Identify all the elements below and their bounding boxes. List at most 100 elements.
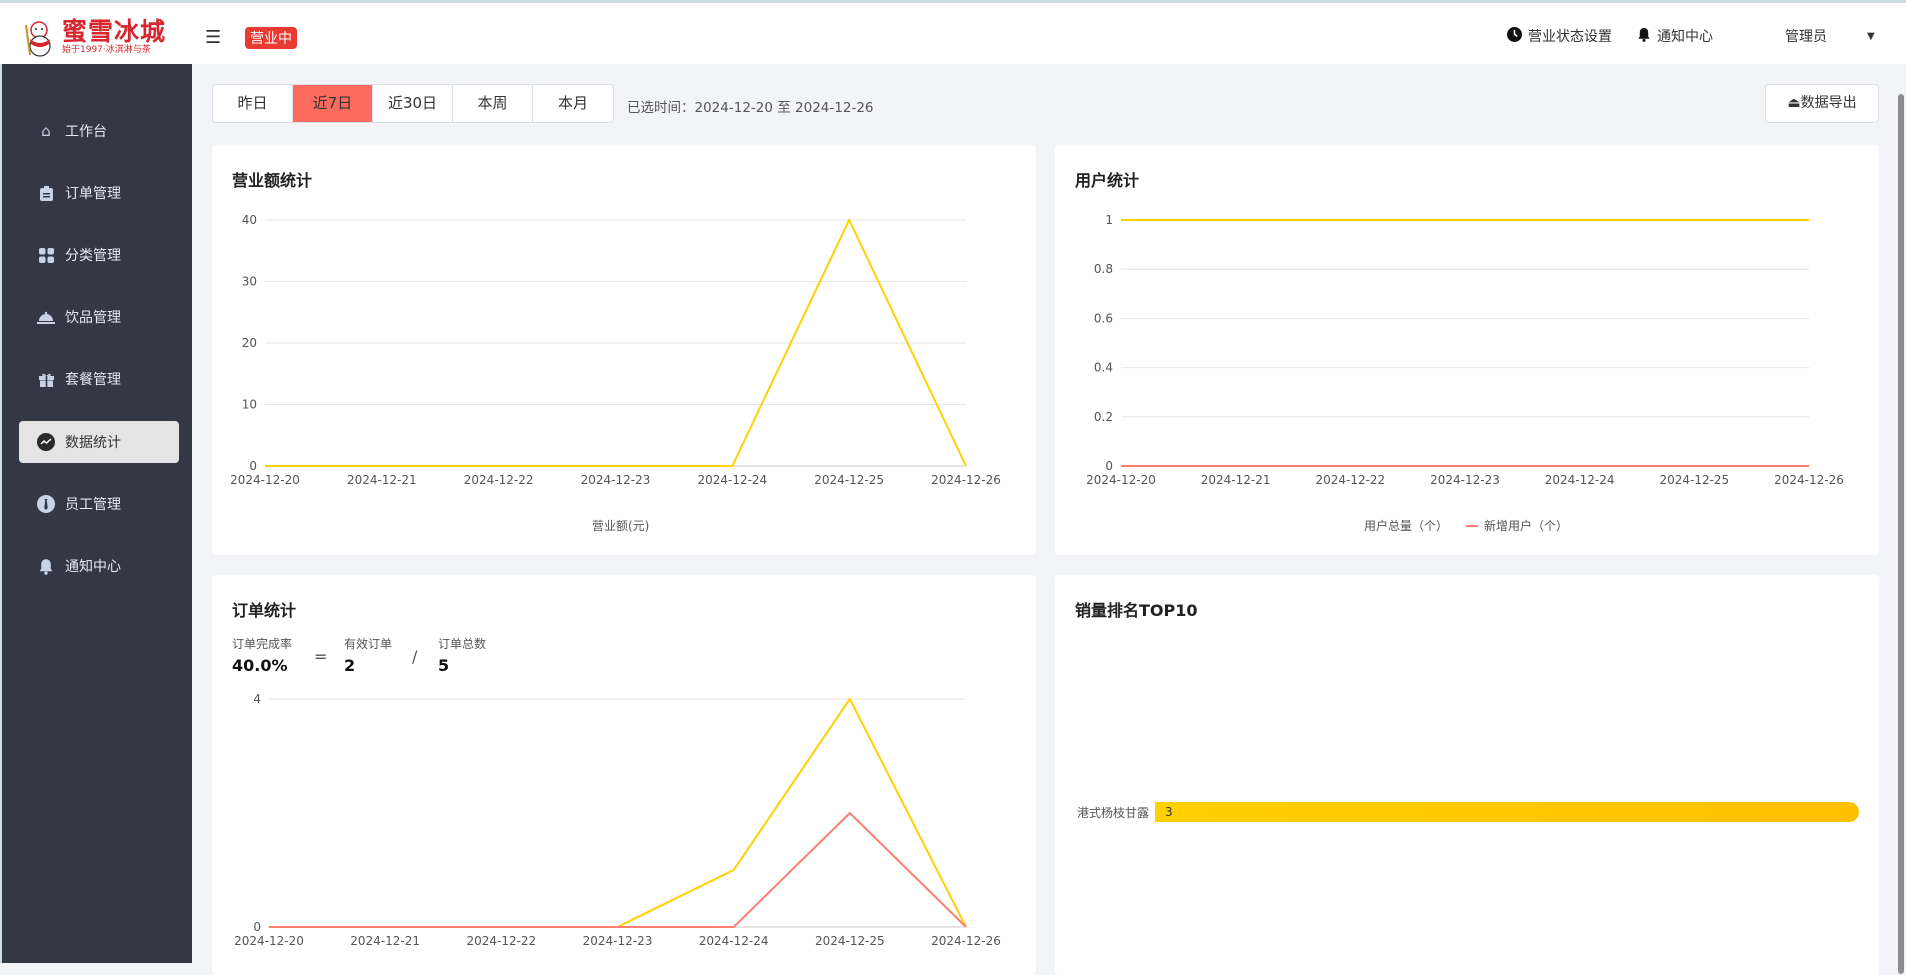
export-data-button[interactable]: ⏏数据导出 [1765,84,1879,123]
sidebar-item-label: 订单管理 [65,183,121,203]
y-tick-label: 30 [242,275,257,289]
y-tick-label: 1 [1105,213,1113,227]
completion-rate-value: 40.0% [232,656,314,675]
export-label: 数据导出 [1801,95,1857,111]
scrollbar-thumb[interactable] [1898,94,1904,974]
valid-orders-value: 2 [344,656,412,675]
home-icon: ⌂ [37,122,55,140]
bell-icon [1637,27,1651,46]
gift-icon [37,370,55,388]
y-tick-label: 20 [242,336,257,350]
series-line-0 [269,699,966,927]
rank-bar[interactable]: 3 [1155,802,1859,822]
notifications-button[interactable]: 通知中心 [1637,26,1713,46]
sidebar-item-workbench[interactable]: ⌂ 工作台 [19,110,179,152]
x-tick-label: 2024-12-25 [814,473,884,487]
sidebar-item-employees[interactable]: 员工管理 [19,483,179,525]
series-line-1 [269,813,966,927]
clipboard-icon [37,184,55,202]
logo-subtitle: 始于1997·冰淇淋与茶 [62,45,166,56]
legend-total-users[interactable]: 用户总量（个） [1364,517,1448,534]
sidebar-item-orders[interactable]: 订单管理 [19,172,179,214]
revenue-title: 营业额统计 [232,167,312,191]
y-tick-label: 0 [1105,459,1113,473]
x-tick-label: 2024-12-23 [1430,473,1500,487]
tab-this-month[interactable]: 本月 [533,85,613,122]
x-tick-label: 2024-12-21 [347,473,417,487]
valid-orders-label: 有效订单 [344,635,412,652]
sidebar-item-label: 数据统计 [65,432,121,452]
tab-last-7-days[interactable]: 近7日 [293,85,373,122]
x-tick-label: 2024-12-23 [581,473,651,487]
tab-this-week[interactable]: 本周 [453,85,533,122]
date-range-tabs: 昨日 近7日 近30日 本周 本月 [212,84,614,123]
sidebar-item-label: 员工管理 [65,494,121,514]
legend-label: 营业额(元) [592,517,649,534]
y-tick-label: 0.2 [1094,410,1113,424]
sidebar-item-drinks[interactable]: 饮品管理 [19,296,179,338]
sidebar-item-categories[interactable]: 分类管理 [19,234,179,276]
y-tick-label: 0 [253,920,261,934]
tab-last-30-days[interactable]: 近30日 [373,85,453,122]
x-tick-label: 2024-12-26 [1774,473,1844,487]
bell-icon [37,557,55,575]
x-tick-label: 2024-12-25 [1659,473,1729,487]
x-tick-label: 2024-12-23 [583,934,653,948]
sidebar-item-statistics[interactable]: 数据统计 [19,421,179,463]
chart-icon [37,433,55,451]
x-tick-label: 2024-12-22 [1315,473,1385,487]
grid-icon [37,246,55,264]
x-tick-label: 2024-12-20 [1086,473,1156,487]
status-settings-button[interactable]: 营业状态设置 [1507,26,1612,46]
y-tick-label: 0.6 [1094,311,1113,325]
rank-bar-value: 3 [1165,805,1173,819]
divide-sign: / [412,635,438,675]
notifications-label: 通知中心 [1657,26,1713,46]
page-scrollbar[interactable] [1896,64,1906,963]
sidebar-item-label: 套餐管理 [65,369,121,389]
user-menu[interactable]: 管理员 ▼ [1785,26,1875,46]
cloche-icon [37,308,55,326]
y-tick-label: 0.4 [1094,361,1113,375]
orders-title: 订单统计 [232,597,296,621]
x-tick-label: 2024-12-20 [234,934,304,948]
top-header: 蜜雪冰城 始于1997·冰淇淋与茶 ☰ 营业中 营业状态设置 通知中心 管理员 … [0,0,1906,64]
sidebar-item-label: 分类管理 [65,245,121,265]
employee-icon [37,495,55,513]
selected-time-range: 已选时间：2024-12-20 至 2024-12-26 [627,96,874,116]
x-tick-label: 2024-12-26 [931,934,1001,948]
sidebar-item-label: 饮品管理 [65,307,121,327]
top10-card: 销量排名TOP10 港式杨枝甘露 3 [1055,575,1879,975]
logo-title: 蜜雪冰城 [62,19,166,45]
sidebar-item-notifications[interactable]: 通知中心 [19,545,179,587]
x-tick-label: 2024-12-21 [350,934,420,948]
y-tick-label: 0 [249,459,257,473]
logo: 蜜雪冰城 始于1997·冰淇淋与茶 [22,17,166,57]
y-tick-label: 40 [242,213,257,227]
y-tick-label: 0.8 [1094,262,1113,276]
equals-sign: = [314,635,344,675]
snowman-mascot-icon [22,17,56,57]
sidebar-item-label: 工作台 [65,121,107,141]
tab-yesterday[interactable]: 昨日 [213,85,293,122]
sidebar-item-combos[interactable]: 套餐管理 [19,358,179,400]
total-orders-value: 5 [438,656,486,675]
revenue-legend[interactable]: 营业额(元) [592,517,649,534]
y-tick-label: 10 [242,398,257,412]
user-name: 管理员 [1785,26,1827,46]
menu-toggle-icon[interactable]: ☰ [205,27,221,48]
x-tick-label: 2024-12-24 [697,473,767,487]
x-tick-label: 2024-12-24 [699,934,769,948]
users-legend: 用户总量（个） 新增用户（个） [1364,517,1568,534]
legend-new-users[interactable]: 新增用户（个） [1484,517,1568,534]
status-settings-label: 营业状态设置 [1528,26,1612,46]
top10-title: 销量排名TOP10 [1075,597,1198,621]
legend-swatch [1466,525,1478,527]
sidebar: ⌂ 工作台 订单管理 分类管理 饮品管理 套餐管理 数据统计 员工管理 通知中心 [0,64,192,963]
total-orders-label: 订单总数 [438,635,486,652]
y-tick-label: 4 [253,692,261,706]
